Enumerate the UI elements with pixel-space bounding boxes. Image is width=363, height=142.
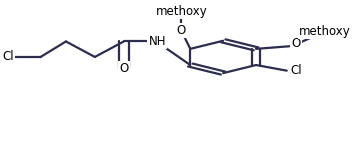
Text: O: O xyxy=(291,37,301,50)
Text: Cl: Cl xyxy=(2,50,14,63)
Text: methoxy: methoxy xyxy=(299,25,351,38)
Text: methoxy: methoxy xyxy=(155,5,207,18)
Text: Cl: Cl xyxy=(290,64,302,77)
Text: NH: NH xyxy=(148,35,166,48)
Text: O: O xyxy=(177,24,186,37)
Text: O: O xyxy=(119,62,129,75)
